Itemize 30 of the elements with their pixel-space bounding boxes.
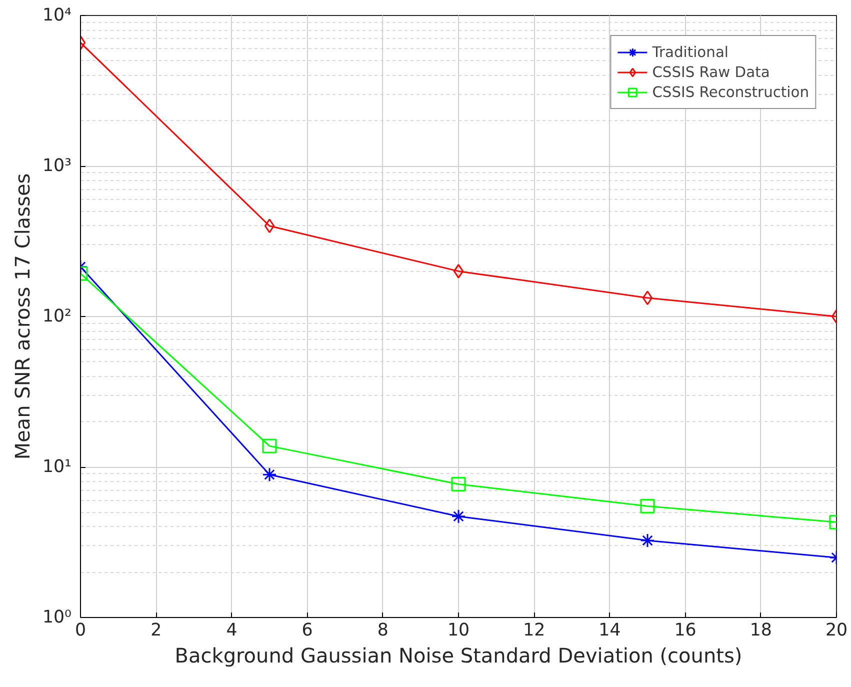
point: [451, 476, 466, 492]
legend-label: Traditional: [652, 44, 728, 60]
x-tick-label: 2: [150, 620, 162, 640]
point: [640, 498, 655, 514]
y-tick-label: 10³: [42, 156, 72, 176]
point: [453, 264, 464, 278]
x-axis-title: Background Gaussian Noise Standard Deviation (counts): [174, 644, 742, 668]
x-tick-label: 8: [377, 620, 388, 640]
x-tick-label: 18: [750, 620, 772, 640]
legend-label: CSSIS Raw Data: [652, 64, 770, 80]
point: [264, 218, 275, 234]
y-axis-title: Mean SNR across 17 Classes: [10, 173, 35, 460]
x-tick-label: 10: [447, 620, 470, 640]
x-tick-label: 20: [825, 620, 848, 640]
point: [262, 467, 277, 482]
x-tick-label: 0: [74, 620, 86, 640]
x-tick-label: 14: [598, 620, 621, 640]
point: [262, 438, 277, 454]
x-tick-label: 16: [674, 620, 696, 640]
legend-label: CSSIS Reconstruction: [652, 84, 809, 100]
x-tick-label: 6: [302, 620, 313, 640]
point: [451, 509, 466, 524]
x-tick-label: 12: [523, 620, 546, 640]
y-tick-label: 10⁰: [42, 608, 72, 628]
x-tick-label: 4: [226, 620, 238, 640]
point: [640, 533, 655, 548]
y-tick-label: 10¹: [42, 457, 72, 477]
point: [642, 290, 653, 306]
y-tick-label: 10²: [42, 306, 72, 326]
y-tick-label: 10⁴: [42, 6, 72, 26]
